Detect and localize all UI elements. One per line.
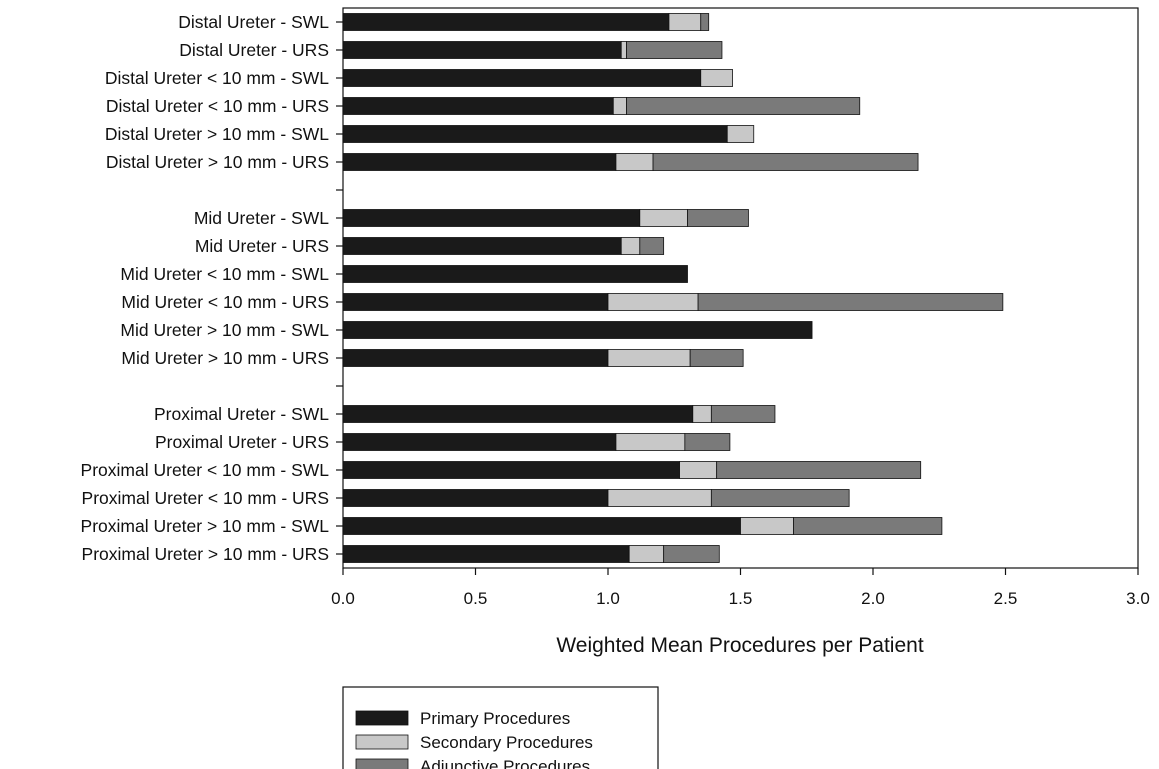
category-label: Proximal Ureter > 10 mm - SWL bbox=[81, 516, 330, 536]
category-label: Proximal Ureter > 10 mm - URS bbox=[82, 544, 329, 564]
bar-segment-adjunctive bbox=[710, 489, 850, 507]
bar-segment-primary bbox=[342, 321, 813, 339]
category-label: Distal Ureter > 10 mm - URS bbox=[106, 152, 329, 172]
bar-segment-adjunctive bbox=[716, 461, 922, 479]
category-label: Proximal Ureter < 10 mm - SWL bbox=[81, 460, 330, 480]
category-label: Proximal Ureter - SWL bbox=[154, 404, 329, 424]
bars-layer bbox=[342, 13, 1004, 563]
x-tick-label: 2.0 bbox=[861, 589, 885, 608]
x-tick-label: 3.0 bbox=[1126, 589, 1150, 608]
bar-segment-primary bbox=[342, 433, 617, 451]
plot-frame bbox=[342, 7, 1139, 569]
bar-segment-secondary bbox=[700, 69, 733, 87]
category-labels: Distal Ureter - SWL Distal Ureter - URS Di… bbox=[81, 12, 343, 564]
bar-segment-primary bbox=[342, 209, 641, 227]
bar-segment-secondary bbox=[620, 237, 641, 255]
category-label: Proximal Ureter < 10 mm - URS bbox=[82, 488, 329, 508]
bar-segment-primary bbox=[342, 237, 622, 255]
bar-segment-adjunctive bbox=[793, 517, 943, 535]
bar-segment-secondary bbox=[679, 461, 718, 479]
category-label: Mid Ureter > 10 mm - SWL bbox=[120, 320, 329, 340]
x-tick-label: 0.0 bbox=[331, 589, 355, 608]
bar-segment-primary bbox=[342, 265, 688, 283]
legend-items: Primary Procedures Secondary Procedures Ad… bbox=[355, 709, 593, 769]
bar-segment-adjunctive bbox=[639, 237, 665, 255]
bar-segment-primary bbox=[342, 461, 680, 479]
bar-segment-adjunctive bbox=[663, 545, 720, 563]
category-label: Distal Ureter > 10 mm - SWL bbox=[105, 124, 329, 144]
bar-segment-secondary bbox=[740, 517, 794, 535]
x-tick-label: 1.0 bbox=[596, 589, 620, 608]
legend-label: Primary Procedures bbox=[420, 709, 570, 728]
bar-segment-adjunctive bbox=[689, 349, 744, 367]
x-axis-ticks: 0.0 0.5 1.0 1.5 2.0 2.5 3.0 bbox=[331, 568, 1150, 608]
bar-segment-secondary bbox=[612, 97, 627, 115]
legend-box bbox=[342, 686, 659, 769]
category-label: Distal Ureter < 10 mm - URS bbox=[106, 96, 329, 116]
bar-segment-secondary bbox=[639, 209, 688, 227]
bar-segment-adjunctive bbox=[626, 41, 723, 59]
bar-segment-primary bbox=[342, 545, 630, 563]
legend: Primary Procedures Secondary Procedures Ad… bbox=[342, 686, 659, 769]
bar-segment-primary bbox=[342, 405, 694, 423]
bar-segment-primary bbox=[342, 517, 741, 535]
bar-segment-adjunctive bbox=[687, 209, 749, 227]
category-label: Mid Ureter - URS bbox=[195, 236, 329, 256]
category-label: Distal Ureter < 10 mm - SWL bbox=[105, 68, 329, 88]
category-label: Proximal Ureter - URS bbox=[155, 432, 329, 452]
legend-swatch bbox=[355, 734, 409, 750]
x-axis-title: Weighted Mean Procedures per Patient bbox=[556, 634, 923, 657]
x-tick-label: 0.5 bbox=[464, 589, 488, 608]
bar-segment-primary bbox=[342, 41, 622, 59]
bar-segment-primary bbox=[342, 97, 614, 115]
bar-segment-adjunctive bbox=[684, 433, 731, 451]
x-tick-label: 1.5 bbox=[729, 589, 753, 608]
bar-segment-adjunctive bbox=[710, 405, 776, 423]
bar-segment-adjunctive bbox=[652, 153, 919, 171]
category-label: Distal Ureter - URS bbox=[179, 40, 329, 60]
bar-segment-secondary bbox=[726, 125, 755, 143]
bar-segment-secondary bbox=[692, 405, 712, 423]
bar-segment-primary bbox=[342, 13, 670, 31]
category-label: Mid Ureter - SWL bbox=[194, 208, 329, 228]
category-label: Mid Ureter < 10 mm - SWL bbox=[120, 264, 329, 284]
category-label: Mid Ureter < 10 mm - URS bbox=[121, 292, 329, 312]
bar-segment-primary bbox=[342, 153, 617, 171]
legend-label: Adjunctive Procedures bbox=[420, 757, 590, 769]
legend-swatch bbox=[355, 758, 409, 769]
bar-segment-secondary bbox=[607, 293, 699, 311]
category-label: Distal Ureter - SWL bbox=[178, 12, 329, 32]
category-label: Mid Ureter > 10 mm - URS bbox=[121, 348, 329, 368]
bar-segment-primary bbox=[342, 349, 609, 367]
bar-segment-primary bbox=[342, 69, 702, 87]
legend-label: Secondary Procedures bbox=[420, 733, 593, 752]
bar-segment-secondary bbox=[615, 433, 686, 451]
bar-segment-primary bbox=[342, 125, 728, 143]
bar-segment-secondary bbox=[607, 349, 691, 367]
bar-segment-primary bbox=[342, 293, 609, 311]
bar-segment-adjunctive bbox=[626, 97, 861, 115]
bar-segment-secondary bbox=[668, 13, 702, 31]
bar-segment-secondary bbox=[615, 153, 654, 171]
legend-swatch bbox=[355, 710, 409, 726]
bar-segment-secondary bbox=[620, 41, 627, 59]
bar-segment-primary bbox=[342, 489, 609, 507]
bar-segment-adjunctive bbox=[697, 293, 1004, 311]
bar-segment-adjunctive bbox=[700, 13, 710, 31]
x-tick-label: 2.5 bbox=[994, 589, 1018, 608]
bar-segment-secondary bbox=[628, 545, 665, 563]
bar-segment-secondary bbox=[607, 489, 712, 507]
